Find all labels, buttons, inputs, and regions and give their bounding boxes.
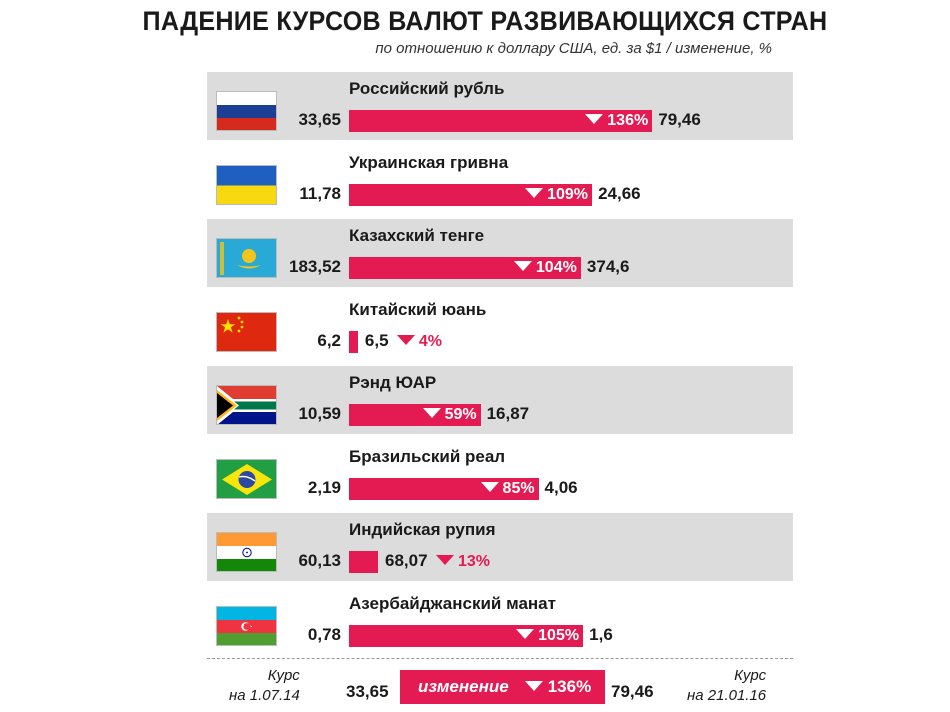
legend-end-value: 79,46 [611, 682, 654, 701]
chart-row: Азербайджанский манат 0,78 105% 1,6 [207, 587, 793, 655]
change-bar [349, 404, 481, 426]
start-rate-label: 0,78 [307, 624, 341, 644]
china-flag [216, 311, 277, 352]
legend-start-date-text: на 1.07.14 [229, 687, 300, 704]
currency-name: Казахский тенге [349, 226, 485, 245]
end-rate-label: 1,6 [589, 624, 613, 644]
down-triangle-icon [516, 628, 535, 639]
legend: Курс на 1.07.14 33,65 изменение 136% 79,4… [207, 658, 793, 712]
currency-name: Рэнд ЮАР [349, 373, 437, 392]
end-rate-label: 24,66 [598, 183, 641, 203]
change-pct-label: 136% [585, 110, 648, 132]
currency-name: Китайский юань [349, 299, 487, 319]
end-rate-label: 68,07 [384, 551, 428, 570]
azerbaijan-flag [216, 605, 277, 646]
india-flag [216, 532, 277, 572]
chart-row: Китайский юань 6,2 4% 6,5 [207, 293, 793, 361]
change-bar [349, 330, 358, 353]
legend-bar-pct: 136% [547, 677, 592, 696]
start-rate-label: 10,59 [298, 404, 341, 423]
change-pct-label: 59% [422, 404, 477, 426]
chart-title: ПАДЕНИЕ КУРСОВ ВАЛЮТ РАЗВИВАЮЩИХСЯ СТРАН [142, 6, 828, 36]
end-rate-label: 6,5 [364, 330, 389, 350]
start-rate-label: 60,13 [298, 551, 341, 570]
change-pct-text: 136% [607, 112, 649, 129]
currency-name: Азербайджанский манат [349, 593, 556, 613]
legend-bar: изменение 136% [400, 670, 605, 704]
brazil-flag [216, 458, 277, 499]
down-triangle-icon [480, 481, 499, 492]
down-triangle-icon [524, 681, 543, 691]
legend-start-date: Курс на 1.07.14 [229, 666, 300, 706]
chart-row: Казахский тенге 183,52 104% 374,6 [207, 219, 793, 287]
chart-row: Индийская рупия 60,13 13% 68,07 [207, 513, 793, 581]
down-triangle-icon [435, 555, 454, 565]
change-pct-text: 13% [457, 553, 491, 570]
legend-start-value: 33,65 [346, 682, 389, 701]
currency-name: Российский рубль [349, 79, 505, 98]
start-rate-label: 6,2 [317, 330, 341, 350]
down-triangle-icon [525, 187, 544, 198]
down-triangle-icon [422, 408, 441, 418]
change-pct-label: 13% [435, 551, 491, 573]
end-rate-label: 16,87 [486, 404, 530, 423]
end-rate-label: 4,06 [544, 477, 578, 497]
down-triangle-icon [513, 261, 532, 271]
end-rate-label: 79,46 [658, 110, 701, 129]
legend-end-date-text: на 21.01.16 [687, 687, 767, 704]
russia-flag [216, 91, 277, 131]
legend-separator [207, 658, 793, 659]
start-rate-label: 183,52 [289, 257, 341, 276]
change-pct-text: 105% [538, 626, 580, 644]
change-pct-label: 105% [516, 625, 579, 647]
ukraine-flag [216, 164, 277, 205]
chart-subtitle: по отношению к доллару США, ед. за $1 / … [375, 40, 772, 57]
south-africa-flag [216, 385, 277, 425]
change-bar [349, 110, 653, 132]
change-pct-text: 109% [547, 185, 588, 203]
chart-row: Бразильский реал 2,19 85% 4,06 [207, 440, 793, 508]
start-rate-label: 11,78 [299, 183, 341, 203]
legend-end-date: Курс на 21.01.16 [687, 666, 766, 706]
change-pct-label: 109% [525, 184, 588, 206]
kazakhstan-flag [216, 238, 277, 278]
down-triangle-icon [585, 114, 604, 124]
currency-name: Бразильский реал [349, 446, 506, 466]
end-rate-label: 374,6 [586, 257, 630, 276]
legend-bar-label: изменение [418, 677, 509, 696]
start-rate-label: 2,19 [307, 477, 341, 497]
down-triangle-icon [396, 334, 415, 345]
change-pct-text: 85% [502, 479, 535, 497]
change-pct-label: 104% [513, 257, 577, 279]
chart-row: Украинская гривна 11,78 109% 24,66 [207, 146, 793, 214]
chart-row: Российский рубль 33,65 136% 79,46 [207, 72, 793, 140]
chart-row: Рэнд ЮАР 10,59 59% 16,87 [207, 366, 793, 434]
change-pct-label: 85% [480, 478, 535, 500]
change-bar [349, 551, 378, 573]
change-pct-text: 4% [418, 332, 443, 350]
currency-name: Индийская рупия [349, 520, 496, 539]
change-pct-text: 59% [444, 406, 477, 423]
start-rate-label: 33,65 [298, 110, 341, 129]
change-pct-label: 4% [396, 331, 443, 353]
currency-name: Украинская гривна [349, 152, 509, 172]
change-pct-text: 104% [535, 259, 577, 276]
legend-start-label: Курс [267, 667, 300, 684]
legend-end-label: Курс [734, 667, 767, 684]
